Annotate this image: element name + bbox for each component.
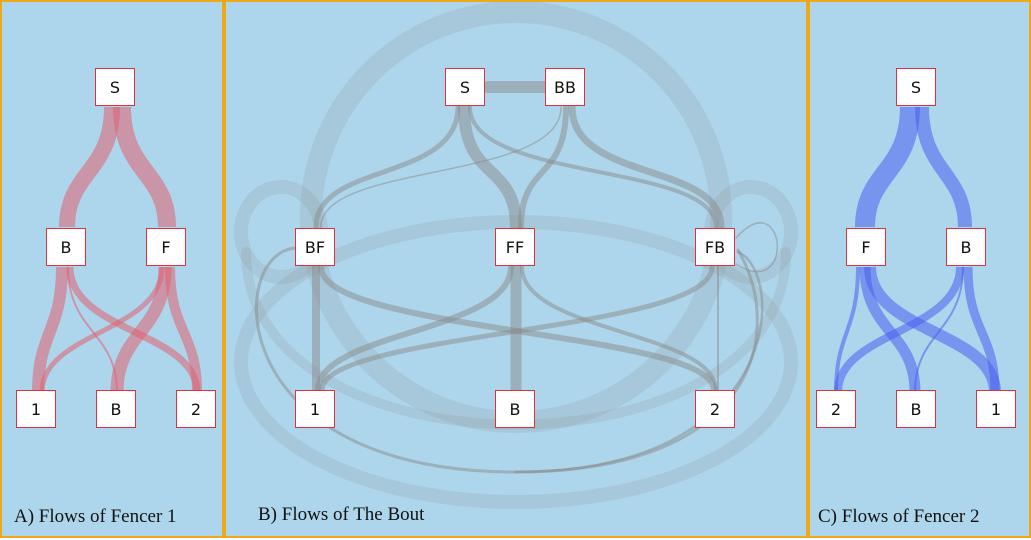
flow-f-2 — [834, 266, 860, 393]
flow-fb-wide-loop — [514, 250, 764, 474]
node-bf: BF — [295, 228, 335, 266]
fencer-2-flows — [834, 106, 1001, 393]
node-1: 1 — [295, 390, 335, 428]
node-s: S — [896, 68, 936, 106]
flow-s-bf — [313, 104, 461, 230]
flow-bb-ff — [518, 104, 569, 230]
node-2: 2 — [695, 390, 735, 428]
flow-fb-1 — [319, 264, 715, 393]
flow-f-bottom-b — [859, 266, 921, 393]
node-ff: FF — [495, 228, 535, 266]
flow-s-b — [59, 106, 120, 228]
panel-bout: S BB BF FF FB 1 B 2 B) Flows of The Bout — [224, 0, 808, 538]
flow-s-f — [855, 106, 920, 228]
caption-bout: B) Flows of The Bout — [258, 504, 425, 525]
node-bottom-b: B — [495, 390, 535, 428]
flow-ff-2 — [520, 265, 718, 392]
node-s: S — [445, 68, 485, 106]
caption-fencer-2: C) Flows of Fencer 2 — [818, 506, 980, 527]
flow-s-ff — [458, 101, 522, 233]
node-f: F — [146, 228, 186, 266]
node-bottom-b: B — [96, 390, 136, 428]
flow-s-f — [113, 106, 176, 228]
panel-fencer-1: S B F 1 B 2 A) Flows of Fencer 1 — [0, 0, 224, 538]
flow-s-b — [915, 106, 972, 228]
flow-b-2 — [834, 266, 964, 393]
flow-f-bottom-b — [110, 266, 172, 393]
node-s: S — [95, 68, 135, 106]
node-2: 2 — [176, 390, 216, 428]
flow-s-fb — [468, 105, 718, 229]
flow-b-1 — [32, 266, 68, 393]
flow-b-1 — [963, 266, 1000, 393]
flow-bf-wide-loop — [254, 246, 759, 474]
caption-fencer-1: A) Flows of Fencer 1 — [14, 506, 177, 527]
node-bb: BB — [545, 68, 585, 106]
flow-bb-bf — [320, 106, 562, 228]
flow-f-2 — [165, 266, 202, 393]
panel-fencer-2: S F B 2 B 1 C) Flows of Fencer 2 — [808, 0, 1031, 538]
node-b: B — [946, 228, 986, 266]
flow-ff-1 — [315, 264, 514, 393]
node-1: 1 — [16, 390, 56, 428]
bout-flows — [234, 2, 798, 509]
flow-bb-fb — [568, 103, 725, 231]
flow-b-bottom-b — [914, 266, 964, 393]
node-b: B — [46, 228, 86, 266]
node-bottom-b: B — [896, 390, 936, 428]
node-2: 2 — [816, 390, 856, 428]
fencer-1-flows — [32, 106, 202, 393]
node-fb: FB — [695, 228, 735, 266]
node-f: F — [846, 228, 886, 266]
node-1: 1 — [976, 390, 1016, 428]
